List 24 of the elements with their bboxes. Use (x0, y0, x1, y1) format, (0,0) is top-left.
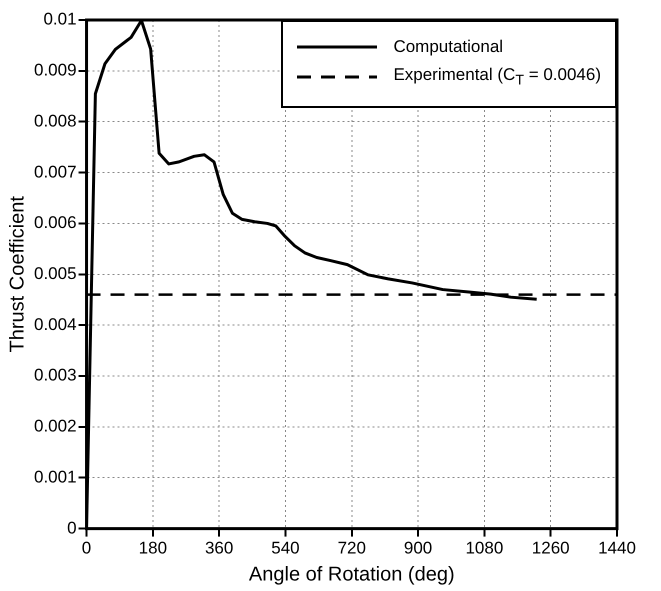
y-tick-label: 0.009 (34, 60, 77, 80)
y-tick-label: 0.007 (34, 162, 77, 182)
x-tick-label: 180 (138, 538, 168, 558)
y-tick-label: 0.01 (43, 10, 77, 29)
legend-label: Experimental (C$_{T}$ = 0.0046) (393, 65, 601, 89)
x-tick-label: 540 (271, 538, 300, 558)
x-tick-label: 720 (338, 538, 366, 558)
y-tick-label: 0 (67, 518, 77, 538)
y-tick-label: 0.006 (34, 213, 77, 232)
y-tick-label: 0.001 (34, 467, 77, 486)
y-tick-label: 0.008 (34, 111, 77, 130)
x-tick-label: 900 (404, 538, 432, 558)
x-tick-label: 0 (82, 538, 92, 558)
y-tick-label: 0.004 (34, 314, 77, 334)
legend-label: Computational (393, 37, 504, 57)
x-tick-label: 360 (204, 538, 234, 558)
y-tick-label: 0.005 (34, 264, 77, 283)
x-axis-title: Angle of Rotation (deg) (248, 564, 455, 586)
x-tick-label: 1440 (598, 538, 636, 558)
x-tick-label: 1260 (532, 538, 570, 558)
x-tick-label: 1080 (465, 538, 504, 558)
y-tick-label: 0.002 (34, 416, 77, 436)
y-axis-title: Thrust Coefficient (6, 196, 29, 352)
y-tick-label: 0.003 (34, 366, 77, 385)
